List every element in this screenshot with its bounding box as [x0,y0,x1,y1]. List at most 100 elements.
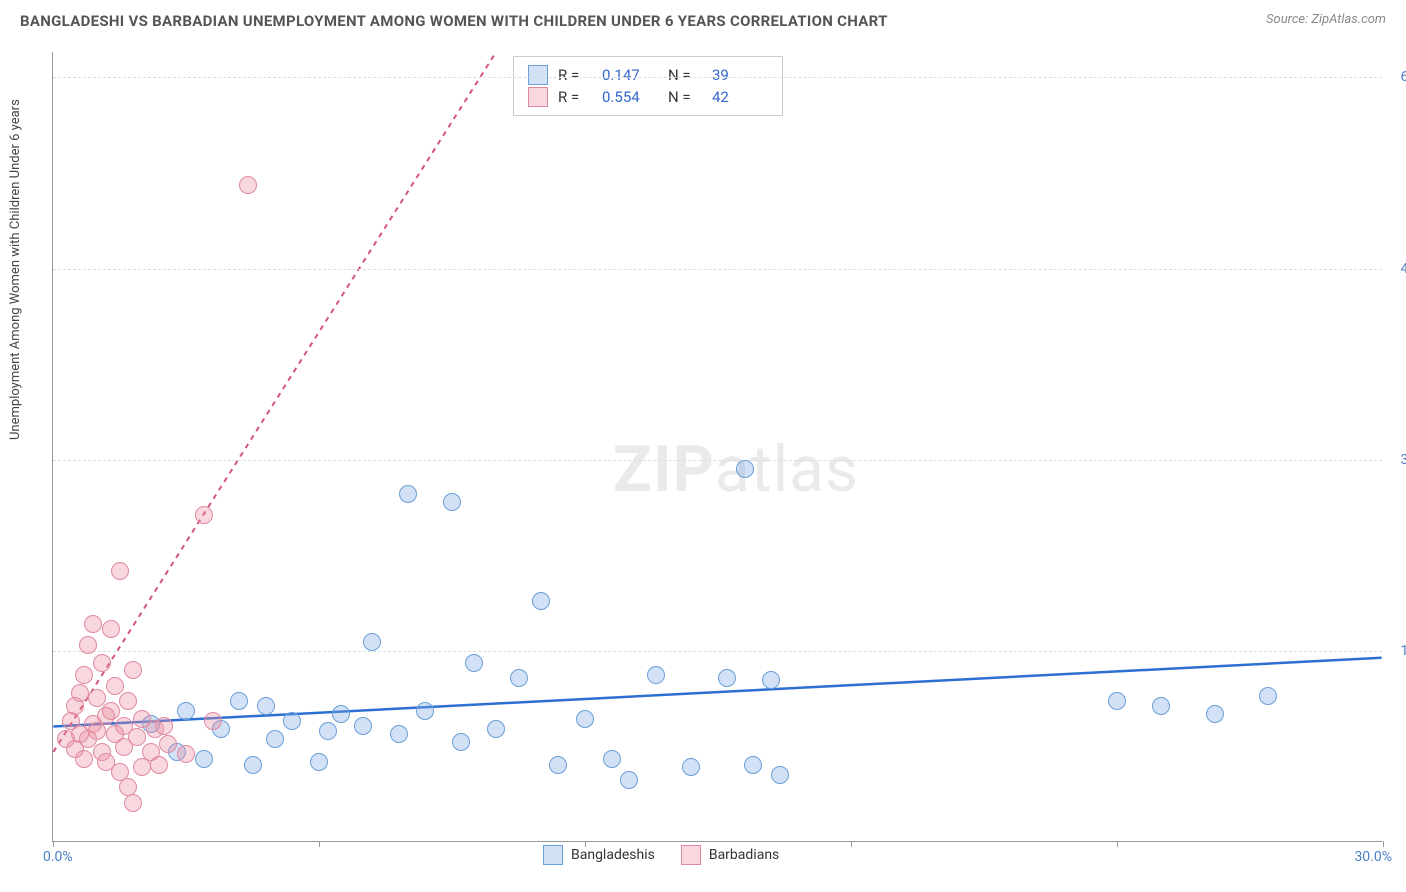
scatter-point-bangladeshis [244,756,262,774]
scatter-point-barbadians [155,717,173,735]
x-tick-max: 30.0% [1354,849,1392,865]
scatter-point-barbadians [75,750,93,768]
stat-row-barbadians: R = 0.554 N = 42 [528,87,768,107]
scatter-point-bangladeshis [603,750,621,768]
scatter-point-bangladeshis [1206,705,1224,723]
scatter-point-bangladeshis [177,702,195,720]
scatter-point-bangladeshis [390,725,408,743]
y-tick-label: 45.0% [1400,261,1406,277]
x-tick-min: 0.0% [43,849,73,865]
scatter-point-barbadians [133,758,151,776]
stat-r-label: R = [558,88,592,106]
scatter-point-bangladeshis [283,712,301,730]
scatter-point-bangladeshis [682,758,700,776]
legend-swatch [681,845,701,865]
stat-r-value: 0.554 [602,88,658,106]
trend-line-barbadians [53,52,1381,752]
x-tick-mark [319,841,320,847]
scatter-point-bangladeshis [487,720,505,738]
trend-line-bangladeshis [53,658,1381,727]
stat-swatch [528,65,548,85]
scatter-point-barbadians [128,728,146,746]
stat-n-value: 42 [712,88,768,106]
scatter-point-bangladeshis [771,766,789,784]
scatter-point-bangladeshis [718,669,736,687]
scatter-point-barbadians [195,506,213,524]
scatter-point-barbadians [71,684,89,702]
y-tick-label: 60.0% [1400,69,1406,85]
source-label: Source: ZipAtlas.com [1266,12,1386,27]
legend-label: Bangladeshis [571,847,655,863]
chart-title: BANGLADESHI VS BARBADIAN UNEMPLOYMENT AM… [20,12,888,30]
scatter-point-bangladeshis [310,753,328,771]
gridline [53,651,1382,652]
scatter-point-bangladeshis [1259,687,1277,705]
scatter-point-barbadians [124,794,142,812]
scatter-point-bangladeshis [452,733,470,751]
scatter-point-barbadians [111,562,129,580]
scatter-point-bangladeshis [363,633,381,651]
scatter-point-bangladeshis [354,717,372,735]
scatter-point-bangladeshis [319,722,337,740]
scatter-point-bangladeshis [532,592,550,610]
scatter-point-bangladeshis [576,710,594,728]
scatter-point-bangladeshis [549,756,567,774]
stat-r-value: 0.147 [602,66,658,84]
scatter-point-bangladeshis [195,750,213,768]
scatter-point-barbadians [239,176,257,194]
gridline [53,460,1382,461]
stat-legend: R = 0.147 N = 39 R = 0.554 N = 42 [513,56,783,116]
x-tick-mark [1383,841,1384,847]
gridline [53,269,1382,270]
scatter-point-barbadians [119,692,137,710]
scatter-point-barbadians [106,677,124,695]
scatter-point-bangladeshis [510,669,528,687]
scatter-point-barbadians [84,615,102,633]
legend-label: Barbadians [709,847,779,863]
stat-swatch [528,87,548,107]
stat-row-bangladeshis: R = 0.147 N = 39 [528,65,768,85]
y-tick-label: 15.0% [1400,643,1406,659]
scatter-point-bangladeshis [465,654,483,672]
scatter-point-barbadians [93,654,111,672]
scatter-point-barbadians [150,756,168,774]
scatter-point-barbadians [102,620,120,638]
stat-r-label: R = [558,66,592,84]
scatter-point-bangladeshis [332,705,350,723]
x-tick-mark [1117,841,1118,847]
y-axis-label: Unemployment Among Women with Children U… [8,99,23,440]
scatter-point-barbadians [124,661,142,679]
scatter-point-barbadians [75,666,93,684]
scatter-point-barbadians [159,735,177,753]
trend-lines [53,52,1382,841]
scatter-point-barbadians [88,722,106,740]
stat-n-value: 39 [712,66,768,84]
scatter-point-bangladeshis [762,671,780,689]
scatter-point-bangladeshis [443,493,461,511]
legend-swatch [543,845,563,865]
gridline [53,77,1382,78]
scatter-point-bangladeshis [736,460,754,478]
scatter-point-bangladeshis [399,485,417,503]
legend-item-bangladeshis: Bangladeshis [543,845,655,865]
scatter-point-bangladeshis [230,692,248,710]
x-tick-mark [585,841,586,847]
watermark-bold: ZIP [613,432,715,507]
x-tick-mark [53,841,54,847]
x-tick-mark [851,841,852,847]
chart-area: R =0.147N =39R =0.554N =42 BangladeshisB… [52,52,1382,842]
scatter-point-bangladeshis [266,730,284,748]
y-tick-label: 30.0% [1400,452,1406,468]
scatter-point-bangladeshis [620,771,638,789]
scatter-point-bangladeshis [1108,692,1126,710]
scatter-point-barbadians [177,745,195,763]
scatter-point-barbadians [79,636,97,654]
series-legend: Bangladeshis Barbadians [543,845,779,865]
stat-n-label: N = [668,88,702,106]
legend-item-barbadians: Barbadians [681,845,779,865]
scatter-point-bangladeshis [257,697,275,715]
scatter-point-barbadians [102,702,120,720]
stat-n-label: N = [668,66,702,84]
scatter-point-bangladeshis [744,756,762,774]
scatter-point-bangladeshis [647,666,665,684]
